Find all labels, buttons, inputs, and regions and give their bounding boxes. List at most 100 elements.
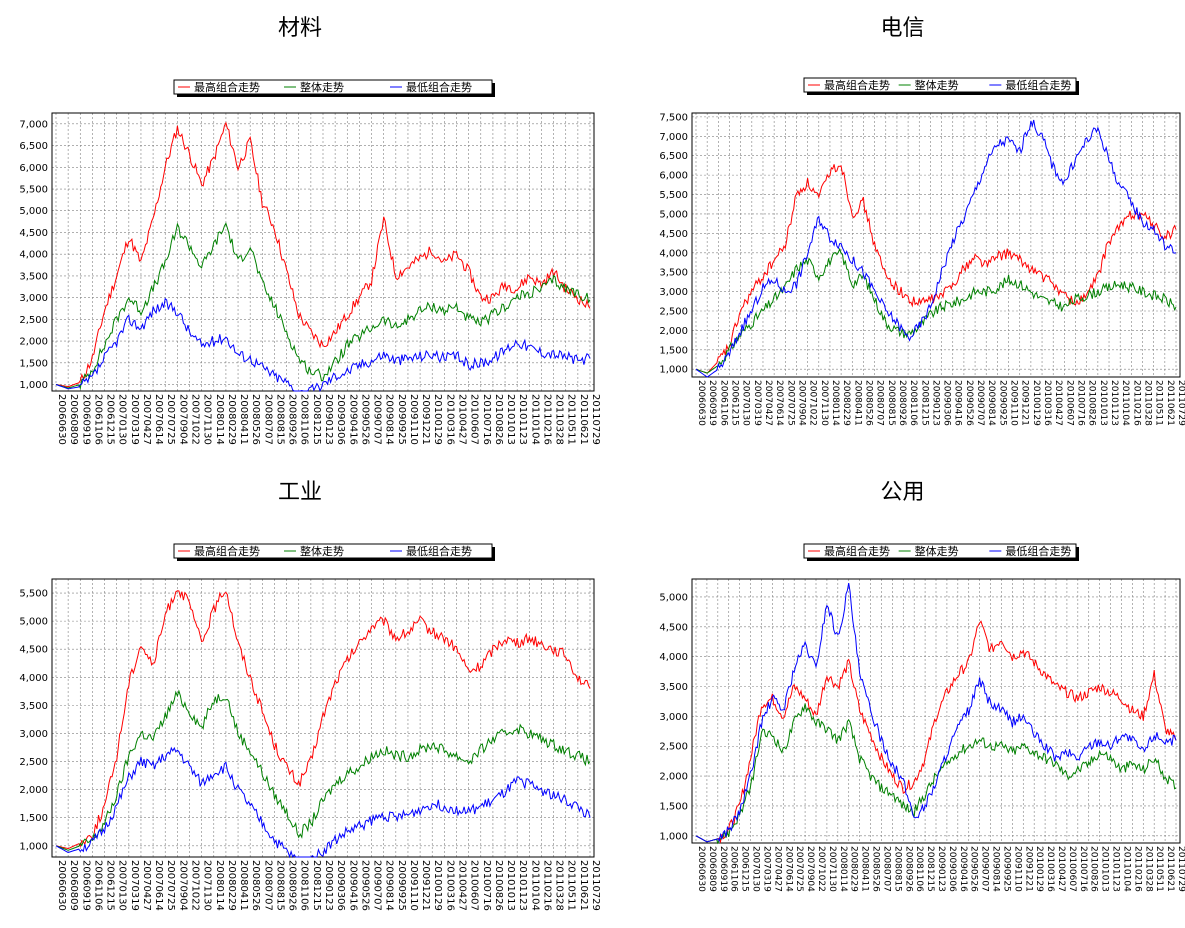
x-tick-label: 20060630 xyxy=(56,860,67,911)
x-tick-label: 20110104 xyxy=(1121,846,1131,892)
legend-label: 最低组合走势 xyxy=(406,80,472,94)
line-chart: 最高组合走势 整体走势 最低组合走势 1,000 1,500 2,000 2,500 3,00… xyxy=(659,77,1185,426)
x-tick-label: 20090925 xyxy=(997,380,1007,426)
x-tick-label: 20090416 xyxy=(958,846,968,892)
x-tick-label: 20070904 xyxy=(805,846,815,892)
y-tick-label: 1,000 xyxy=(659,365,688,376)
x-tick-label: 20060809 xyxy=(68,394,79,445)
x-tick-label: 20061106 xyxy=(92,860,103,911)
x-tick-label: 20060630 xyxy=(696,846,706,892)
y-tick-label: 6,000 xyxy=(19,163,48,174)
x-tick-label: 20080526 xyxy=(250,394,261,445)
x-tick-label: 20090707 xyxy=(980,846,990,892)
y-tick-label: 5,500 xyxy=(659,190,688,201)
x-tick-label: 20100316 xyxy=(1042,380,1052,426)
x-tick-label: 20060630 xyxy=(696,380,706,426)
panel-title: 工业 xyxy=(277,480,322,505)
x-tick-label: 20061215 xyxy=(105,394,116,445)
x-tick-label: 20090306 xyxy=(335,394,346,445)
x-tick-label: 20080526 xyxy=(250,860,261,911)
legend-label: 整体走势 xyxy=(300,544,344,558)
x-tick-label: 20080815 xyxy=(892,846,902,892)
panel-materials: 材料 最高组合走势 整体走势 最低组合走势 1,000 1,500 2,000 2,500 3… xyxy=(0,0,601,462)
x-tick-label: 20081215 xyxy=(919,380,929,426)
x-tick-label: 20080411 xyxy=(238,860,249,911)
x-tick-label: 20090925 xyxy=(396,860,407,911)
x-tick-label: 20101123 xyxy=(517,394,528,445)
x-tick-label: 20091110 xyxy=(408,860,419,911)
y-tick-label: 6,500 xyxy=(659,151,688,162)
x-tick-label: 20060919 xyxy=(80,394,91,445)
y-tick-label: 1,500 xyxy=(659,345,688,356)
series-line xyxy=(55,590,591,850)
x-tick-label: 20080926 xyxy=(897,380,907,426)
y-tick-label: 1,000 xyxy=(19,841,48,852)
x-tick-label: 20110729 xyxy=(590,394,600,445)
series-line xyxy=(695,703,1177,845)
x-tick-label: 20070319 xyxy=(129,860,140,911)
legend-label: 最高组合走势 xyxy=(824,78,890,92)
y-tick-label: 2,500 xyxy=(659,742,688,753)
series-line xyxy=(55,746,591,859)
y-tick-label: 7,000 xyxy=(19,119,48,130)
x-tick-label: 20060919 xyxy=(718,846,728,892)
x-tick-label: 20100129 xyxy=(1034,846,1044,892)
y-tick-label: 4,500 xyxy=(659,229,688,240)
legend-label: 最低组合走势 xyxy=(406,544,472,558)
x-tick-label: 20070427 xyxy=(141,860,152,911)
x-tick-label: 20071022 xyxy=(816,846,826,892)
x-tick-label: 20080815 xyxy=(274,860,285,911)
x-tick-label: 20080229 xyxy=(226,860,237,911)
x-tick-label: 20081215 xyxy=(311,860,322,911)
x-tick-label: 20080114 xyxy=(838,846,848,892)
x-tick-label: 20080707 xyxy=(881,846,891,892)
x-tick-label: 20100826 xyxy=(1087,380,1097,426)
y-tick-label: 4,500 xyxy=(659,622,688,633)
x-tick-label: 20081106 xyxy=(299,394,310,445)
x-tick-label: 20070725 xyxy=(165,394,176,445)
x-tick-label: 20080926 xyxy=(287,394,298,445)
x-tick-label: 20071130 xyxy=(819,380,829,426)
x-tick-label: 20070427 xyxy=(141,394,152,445)
panel-industrial: 工业 最高组合走势 整体走势 最低组合走势 1,000 1,500 2,000 2,500 3… xyxy=(0,462,601,924)
series-line xyxy=(55,689,591,851)
x-tick-label: 20090123 xyxy=(930,380,940,426)
y-tick-label: 1,500 xyxy=(19,813,48,824)
y-tick-label: 1,500 xyxy=(19,358,48,369)
x-tick-label: 20100316 xyxy=(444,860,455,911)
y-tick-label: 3,500 xyxy=(659,268,688,279)
y-tick-label: 2,000 xyxy=(659,772,688,783)
x-tick-label: 20070904 xyxy=(177,860,188,911)
x-tick-label: 20070725 xyxy=(165,860,176,911)
x-tick-label: 20070130 xyxy=(741,380,751,426)
x-tick-label: 20090814 xyxy=(384,860,395,911)
plot-frame xyxy=(51,578,595,858)
y-tick-label: 5,000 xyxy=(659,209,688,220)
x-tick-label: 20100427 xyxy=(457,860,468,911)
x-tick-label: 20080526 xyxy=(871,846,881,892)
x-tick-label: 20100607 xyxy=(1064,380,1074,426)
x-tick-label: 20090925 xyxy=(1001,846,1011,892)
y-tick-label: 6,500 xyxy=(19,141,48,152)
legend-label: 整体走势 xyxy=(915,544,959,558)
x-tick-label: 20110216 xyxy=(541,860,552,911)
y-tick-label: 3,000 xyxy=(19,293,48,304)
x-tick-label: 20090526 xyxy=(359,394,370,445)
x-tick-label: 20110328 xyxy=(554,860,565,911)
y-tick-label: 3,500 xyxy=(19,701,48,712)
x-tick-label: 20061106 xyxy=(729,846,739,892)
x-tick-label: 20081215 xyxy=(925,846,935,892)
x-tick-label: 20100826 xyxy=(493,394,504,445)
y-tick-label: 1,000 xyxy=(19,380,48,391)
panel-title: 材料 xyxy=(277,16,322,41)
legend-label: 整体走势 xyxy=(300,80,344,94)
y-tick-label: 7,500 xyxy=(659,112,688,123)
legend-label: 整体走势 xyxy=(915,78,959,92)
x-tick-label: 20091221 xyxy=(420,394,431,445)
x-tick-label: 20100716 xyxy=(481,394,492,445)
x-tick-label: 20070725 xyxy=(785,380,795,426)
x-tick-label: 20100716 xyxy=(481,860,492,911)
x-tick-label: 20080411 xyxy=(852,380,862,426)
line-chart: 最高组合走势 整体走势 最低组合走势 1,000 1,500 2,000 2,500 3,00… xyxy=(19,79,601,445)
x-tick-label: 20090814 xyxy=(991,846,1001,892)
